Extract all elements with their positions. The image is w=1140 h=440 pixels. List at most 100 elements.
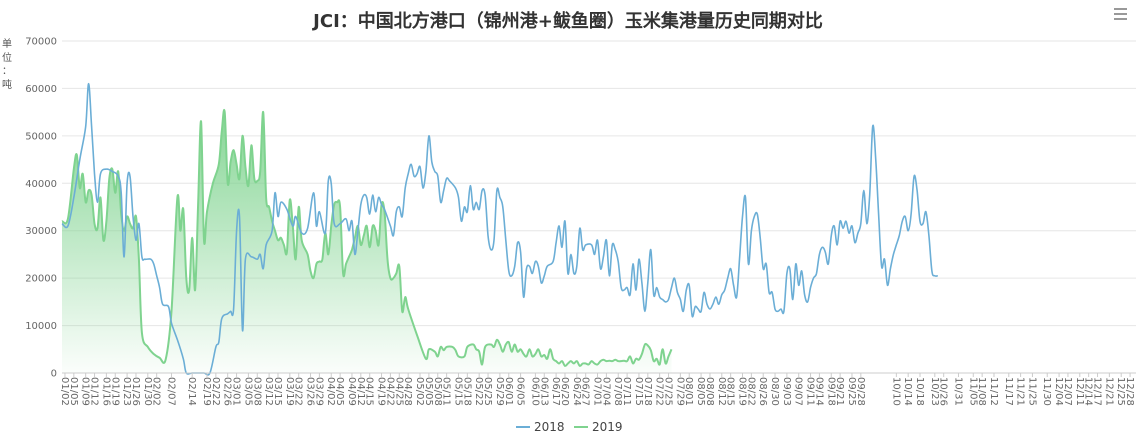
x-tick-label: 08/22 bbox=[745, 377, 756, 406]
x-tick-label: 02/26 bbox=[222, 377, 233, 406]
y-tick-label: 10000 bbox=[25, 321, 57, 332]
x-tick-label: 02/14 bbox=[186, 377, 197, 406]
x-tick-label: 09/11 bbox=[805, 377, 816, 406]
x-tick-label: 09/18 bbox=[825, 377, 836, 406]
x-tick-label: 06/05 bbox=[515, 377, 526, 406]
x-tick-label: 06/17 bbox=[550, 377, 561, 406]
x-tick-label: 10/31 bbox=[952, 377, 963, 406]
legend[interactable]: 2018 2019 bbox=[516, 420, 623, 434]
x-tick-label: 08/19 bbox=[736, 377, 747, 406]
series-area-2019 bbox=[62, 109, 672, 373]
x-tick-label: 08/26 bbox=[757, 377, 768, 406]
x-tick-label: 04/19 bbox=[376, 377, 387, 406]
x-tick-label: 06/10 bbox=[529, 377, 540, 406]
x-tick-label: 05/22 bbox=[473, 377, 484, 406]
legend-item-2018[interactable]: 2018 bbox=[516, 420, 565, 434]
x-tick-label: 11/25 bbox=[1026, 377, 1037, 406]
x-tick-label: 10/23 bbox=[929, 377, 940, 406]
x-tick-label: 10/18 bbox=[914, 377, 925, 406]
unit-char: 吨 bbox=[2, 78, 12, 91]
x-tick-label: 11/08 bbox=[976, 377, 987, 406]
x-tick-label: 03/12 bbox=[263, 377, 274, 406]
x-tick-label: 05/15 bbox=[452, 377, 463, 406]
x-tick-label: 08/12 bbox=[716, 377, 727, 406]
x-tick-label: 12/17 bbox=[1092, 377, 1103, 406]
x-tick-label: 12/25 bbox=[1115, 377, 1126, 406]
x-tick-label: 09/25 bbox=[846, 377, 857, 406]
x-tick-label: 06/24 bbox=[571, 377, 582, 406]
y-tick-label: 40000 bbox=[25, 179, 57, 190]
x-tick-label: 05/08 bbox=[432, 377, 443, 406]
legend-label-2019: 2019 bbox=[592, 420, 623, 434]
x-tick-label: 08/30 bbox=[769, 377, 780, 406]
x-tick-label: 04/09 bbox=[346, 377, 357, 406]
x-tick-label: 02/19 bbox=[201, 377, 212, 406]
x-tick-label: 09/28 bbox=[855, 377, 866, 406]
x-tick-label: 05/05 bbox=[423, 377, 434, 406]
x-tick-label: 08/01 bbox=[683, 377, 694, 406]
x-tick-label: 03/22 bbox=[293, 377, 304, 406]
x-tick-label: 01/09 bbox=[80, 377, 91, 406]
x-tick-label: 08/08 bbox=[704, 377, 715, 406]
x-tick-label: 03/15 bbox=[272, 377, 283, 406]
x-tick-label: 08/05 bbox=[695, 377, 706, 406]
x-tick-label: 08/15 bbox=[725, 377, 736, 406]
x-tick-label: 01/19 bbox=[109, 377, 120, 406]
x-tick-label: 07/01 bbox=[592, 377, 603, 406]
x-tick-label: 01/02 bbox=[59, 377, 70, 406]
x-tick-label: 02/07 bbox=[165, 377, 176, 406]
x-tick-label: 07/04 bbox=[600, 377, 611, 406]
legend-item-2019[interactable]: 2019 bbox=[574, 420, 623, 434]
x-tick-label: 11/30 bbox=[1041, 377, 1052, 406]
x-tick-label: 04/28 bbox=[402, 377, 413, 406]
x-tick-label: 03/05 bbox=[242, 377, 253, 406]
x-tick-label: 05/18 bbox=[461, 377, 472, 406]
series-lines bbox=[61, 82, 938, 376]
x-tick-label: 10/26 bbox=[938, 377, 949, 406]
x-tick-label: 10/14 bbox=[902, 377, 913, 406]
y-tick-label: 50000 bbox=[25, 131, 57, 142]
x-tick-label: 06/13 bbox=[538, 377, 549, 406]
x-tick-label: 04/05 bbox=[334, 377, 345, 406]
x-tick-label: 03/26 bbox=[305, 377, 316, 406]
x-tick-label: 12/28 bbox=[1124, 377, 1135, 406]
x-tick-label: 01/30 bbox=[142, 377, 153, 406]
y-axis: 0 10000 20000 30000 40000 50000 60000 70000 bbox=[25, 37, 57, 380]
x-tick-label: 11/05 bbox=[967, 377, 978, 406]
x-tick-label: 04/12 bbox=[355, 377, 366, 406]
x-tick-label: 02/22 bbox=[210, 377, 221, 406]
x-tick-label: 12/14 bbox=[1083, 377, 1094, 406]
x-tick-label: 12/11 bbox=[1074, 377, 1085, 406]
x-tick-label: 05/02 bbox=[414, 377, 425, 406]
x-tick-label: 07/22 bbox=[654, 377, 665, 406]
x-tick-label: 04/15 bbox=[364, 377, 375, 406]
unit-char: ： bbox=[2, 66, 12, 77]
x-tick-label: 04/25 bbox=[393, 377, 404, 406]
x-tick-label: 01/12 bbox=[89, 377, 100, 406]
x-tick-label: 07/11 bbox=[621, 377, 632, 406]
x-tick-label: 02/02 bbox=[151, 377, 162, 406]
x-tick-label: 12/07 bbox=[1062, 377, 1073, 406]
series-line-2018 bbox=[61, 82, 938, 376]
x-tick-label: 11/21 bbox=[1015, 377, 1026, 406]
x-tick-label: 04/02 bbox=[325, 377, 336, 406]
x-tick-label: 01/16 bbox=[100, 377, 111, 406]
unit-char: 单 bbox=[2, 38, 12, 50]
legend-label-2018: 2018 bbox=[534, 420, 565, 434]
y-tick-label: 20000 bbox=[25, 274, 57, 285]
x-tick-label: 09/14 bbox=[813, 377, 824, 406]
y-unit-label: 单 位 ： 吨 bbox=[2, 38, 12, 91]
y-tick-label: 60000 bbox=[25, 84, 57, 95]
x-tick-label: 05/11 bbox=[441, 377, 452, 406]
x-tick-label: 11/17 bbox=[1003, 377, 1014, 406]
x-tick-label: 07/08 bbox=[612, 377, 623, 406]
x-tick-label: 03/01 bbox=[231, 377, 242, 406]
menu-icon[interactable] bbox=[1114, 8, 1127, 20]
x-tick-label: 03/08 bbox=[251, 377, 262, 406]
x-tick-label: 10/10 bbox=[890, 377, 901, 406]
x-tick-label: 05/25 bbox=[482, 377, 493, 406]
x-tick-label: 01/26 bbox=[130, 377, 141, 406]
x-tick-label: 11/12 bbox=[988, 377, 999, 406]
